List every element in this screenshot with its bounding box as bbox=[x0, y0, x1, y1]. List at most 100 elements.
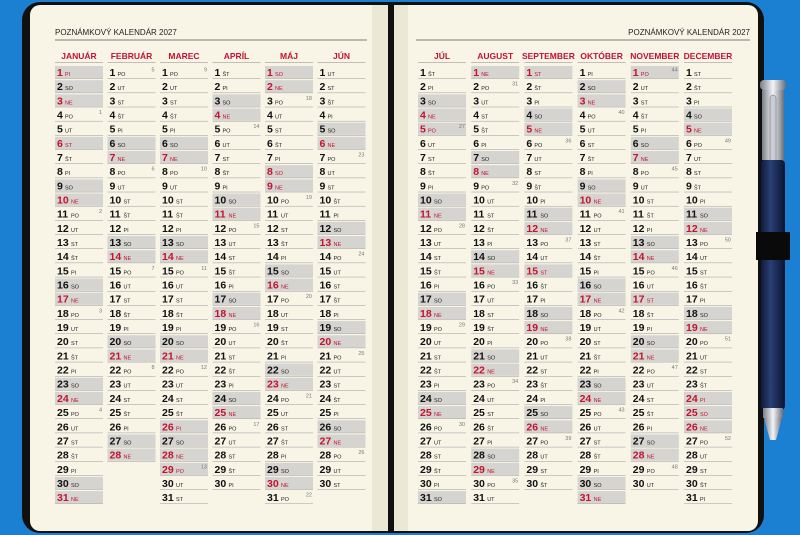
weekday: NE bbox=[275, 86, 283, 92]
day-number: 29 bbox=[162, 464, 174, 476]
day-shade bbox=[107, 236, 156, 249]
day-number: 18 bbox=[162, 308, 174, 320]
week-number: 52 bbox=[725, 436, 731, 442]
day-number: 18 bbox=[420, 308, 432, 320]
day-number: 12 bbox=[57, 223, 69, 235]
weekday: PO bbox=[540, 440, 549, 446]
weekday: PI bbox=[487, 242, 493, 248]
day-number: 1 bbox=[473, 67, 479, 79]
day-shade bbox=[471, 66, 520, 79]
weekday: UT bbox=[647, 384, 655, 390]
day-number: 20 bbox=[580, 336, 592, 348]
week-number: 49 bbox=[725, 138, 731, 144]
day-number: 26 bbox=[110, 421, 122, 433]
day-number: 12 bbox=[580, 223, 592, 235]
week-number: 33 bbox=[512, 280, 518, 286]
day-number: 16 bbox=[686, 280, 698, 292]
week-number: 24 bbox=[358, 252, 364, 258]
weekday: PI bbox=[434, 384, 440, 390]
day-number: 24 bbox=[526, 393, 538, 405]
day-shade bbox=[160, 349, 208, 362]
day-number: 28 bbox=[215, 450, 227, 462]
day-shade bbox=[524, 420, 573, 433]
day-number: 14 bbox=[580, 251, 592, 263]
day-shade bbox=[55, 476, 103, 490]
day-number: 27 bbox=[110, 435, 122, 447]
weekday: PO bbox=[334, 256, 343, 262]
day-number: 7 bbox=[633, 152, 639, 164]
weekday: ST bbox=[229, 256, 237, 262]
weekday: ŠT bbox=[223, 71, 231, 78]
day-shade bbox=[418, 108, 466, 121]
day-number: 8 bbox=[580, 166, 586, 178]
weekday: PO bbox=[487, 285, 496, 291]
weekday: ŠT bbox=[334, 199, 342, 206]
day-number: 12 bbox=[215, 223, 227, 235]
weekday: NE bbox=[71, 200, 79, 206]
weekday: SO bbox=[65, 86, 74, 92]
weekday: ST bbox=[434, 355, 442, 361]
weekday: UT bbox=[71, 228, 79, 234]
weekday: ŠT bbox=[71, 454, 79, 461]
day-number: 22 bbox=[267, 365, 279, 377]
day-shade bbox=[265, 377, 313, 390]
weekday: NE bbox=[540, 426, 548, 432]
weekday: PO bbox=[487, 384, 496, 390]
day-number: 22 bbox=[633, 365, 645, 377]
day-shade bbox=[630, 292, 679, 305]
weekday: ŠT bbox=[428, 170, 436, 177]
day-number: 21 bbox=[580, 350, 592, 362]
week-number: 38 bbox=[565, 337, 571, 343]
day-number: 24 bbox=[162, 393, 174, 405]
day-shade bbox=[160, 250, 208, 263]
day-number: 8 bbox=[633, 166, 639, 178]
weekday: PO bbox=[124, 270, 133, 276]
day-number: 18 bbox=[57, 308, 69, 320]
weekday: SO bbox=[124, 440, 133, 446]
day-number: 22 bbox=[686, 365, 698, 377]
week-number: 20 bbox=[306, 294, 312, 300]
day-number: 9 bbox=[110, 180, 116, 192]
weekday: ST bbox=[229, 355, 237, 361]
day-number: 2 bbox=[420, 81, 426, 93]
day-number: 28 bbox=[473, 450, 485, 462]
day-number: 26 bbox=[57, 421, 69, 433]
day-shade bbox=[524, 406, 573, 419]
day-shade bbox=[684, 420, 732, 433]
weekday: PI bbox=[540, 200, 546, 206]
day-number: 3 bbox=[420, 95, 426, 107]
day-shade bbox=[55, 94, 103, 107]
day-number: 2 bbox=[686, 81, 692, 93]
day-shade bbox=[107, 136, 156, 150]
weekday: PO bbox=[641, 171, 650, 177]
weekday: ST bbox=[170, 100, 178, 106]
weekday: ST bbox=[694, 72, 702, 78]
weekday: ST bbox=[223, 157, 231, 163]
day-number: 28 bbox=[57, 450, 69, 462]
day-number: 14 bbox=[57, 251, 69, 263]
day-number: 4 bbox=[686, 110, 692, 122]
day-number: 19 bbox=[110, 322, 122, 334]
day-shade bbox=[212, 193, 261, 206]
day-shade bbox=[524, 264, 573, 277]
week-number: 5 bbox=[151, 68, 154, 74]
weekday: SO bbox=[647, 341, 656, 347]
day-number: 9 bbox=[526, 180, 532, 192]
day-number: 29 bbox=[686, 464, 698, 476]
day-number: 23 bbox=[633, 379, 645, 391]
day-number: 22 bbox=[320, 365, 332, 377]
day-number: 3 bbox=[473, 95, 479, 107]
weekday: PO bbox=[700, 440, 709, 446]
day-number: 22 bbox=[420, 365, 432, 377]
weekday: PI bbox=[334, 412, 340, 418]
weekday: NE bbox=[641, 157, 649, 163]
day-shade bbox=[160, 420, 208, 433]
weekday: ST bbox=[588, 143, 596, 149]
weekday: UT bbox=[118, 86, 126, 92]
weekday: ŠT bbox=[700, 284, 708, 291]
day-number: 11 bbox=[420, 209, 431, 221]
weekday: NE bbox=[328, 143, 336, 149]
week-number: 35 bbox=[512, 478, 518, 484]
weekday: SO bbox=[540, 412, 549, 418]
day-number: 9 bbox=[473, 180, 479, 192]
